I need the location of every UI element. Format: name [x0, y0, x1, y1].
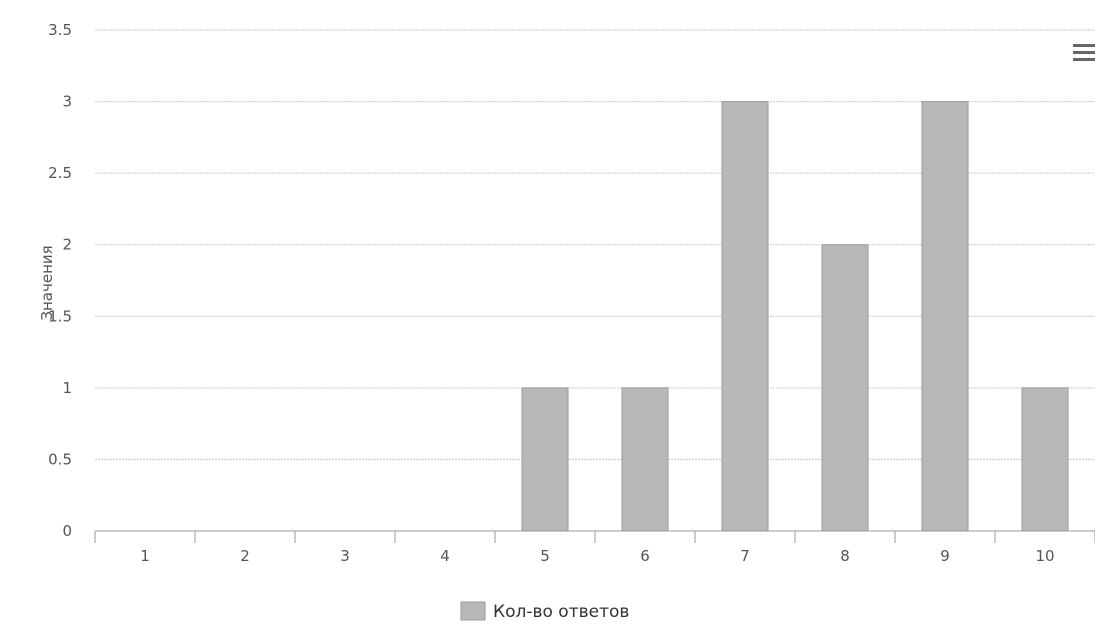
bar[interactable] — [721, 101, 769, 532]
bar[interactable] — [1021, 387, 1069, 532]
y-tick-label: 2 — [62, 236, 72, 254]
x-tick-label: 2 — [240, 547, 250, 565]
y-tick-label: 3 — [62, 93, 72, 111]
bars — [521, 101, 1069, 532]
legend-swatch — [460, 601, 486, 621]
bar[interactable] — [821, 244, 869, 532]
y-tick-label: 1 — [62, 379, 72, 397]
x-tick-label: 8 — [840, 547, 850, 565]
y-tick-label: 2.5 — [48, 164, 72, 182]
y-tick-label: 1.5 — [48, 307, 72, 325]
bar[interactable] — [521, 387, 569, 532]
x-tick-label: 10 — [1035, 547, 1054, 565]
x-axis: 1 2 3 4 5 6 7 8 9 10 — [94, 530, 1095, 565]
bar[interactable] — [621, 387, 669, 532]
x-tick-label: 1 — [140, 547, 150, 565]
hamburger-menu-icon[interactable] — [1073, 44, 1095, 61]
x-tick-label: 7 — [740, 547, 750, 565]
y-tick-label: 0.5 — [48, 450, 72, 468]
gridlines — [95, 29, 1095, 460]
bar[interactable] — [921, 101, 969, 532]
x-tick-label: 4 — [440, 547, 450, 565]
x-tick-label: 5 — [540, 547, 550, 565]
x-tick-label: 9 — [940, 547, 950, 565]
legend-label: Кол-во ответов — [493, 602, 629, 621]
x-tick-label: 3 — [340, 547, 350, 565]
y-axis-title: Значения — [38, 245, 56, 320]
y-tick-label: 3.5 — [48, 21, 72, 39]
legend[interactable]: Кол-во ответов — [460, 601, 629, 622]
y-tick-label: 0 — [62, 522, 72, 540]
x-tick-label: 6 — [640, 547, 650, 565]
y-axis: 0 0.5 1 1.5 2 2.5 3 3.5 — [48, 21, 72, 540]
